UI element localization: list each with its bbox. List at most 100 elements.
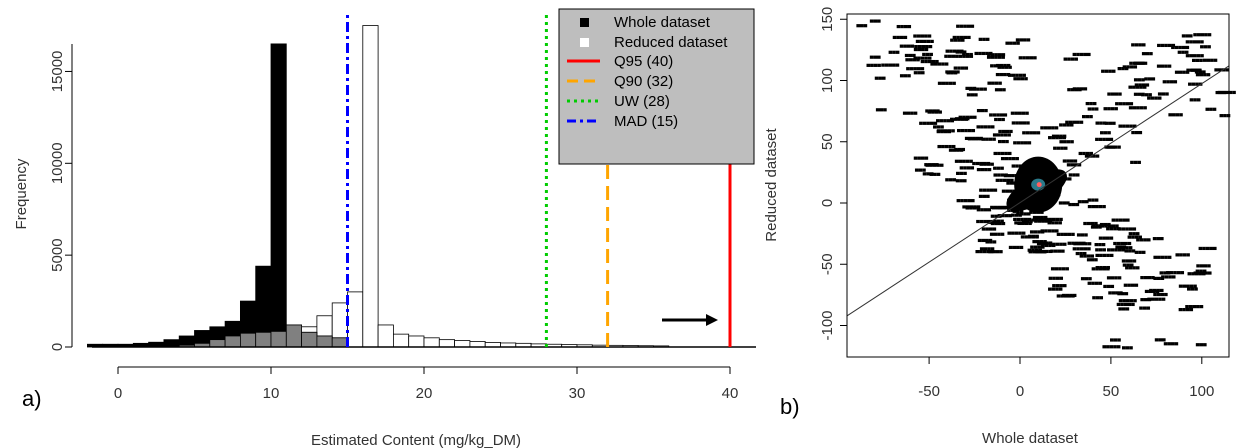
density-cell [1122,124,1126,128]
density-cell [937,144,942,149]
density-cell [896,35,900,40]
density-cell [1104,224,1108,228]
density-cell [1047,126,1052,130]
density-cell [946,71,951,75]
density-cell [966,24,971,28]
density-cell [1142,306,1147,310]
density-cell [1143,298,1148,302]
density-cell [1188,82,1192,86]
density-cell [1042,250,1046,254]
density-cell [994,53,998,57]
density-cell [856,24,860,28]
density-cell [1014,111,1018,115]
density-cell [1050,267,1055,271]
density-cell [1160,292,1165,297]
density-cell [1134,250,1139,254]
density-cell [1104,69,1109,73]
density-cell [956,199,961,203]
density-cell [991,206,996,210]
density-cell [1150,297,1155,301]
density-cell [1074,163,1078,167]
density-cell [1196,40,1201,44]
density-cell [1134,43,1139,47]
density-cell [993,188,998,192]
density-cell [1115,245,1119,249]
y-tick-label: 50 [819,133,836,150]
density-cell [1011,231,1015,235]
density-cell [1203,45,1208,49]
density-cell [993,219,997,223]
density-cell [1141,52,1146,56]
density-cell [969,52,973,57]
density-cell [980,108,985,113]
density-cell [1061,267,1066,271]
density-cell [991,81,995,85]
legend-q90-label: Q90 (32) [614,73,673,90]
density-cell [1127,283,1131,287]
density-cell [1018,231,1022,235]
density-cell [990,64,994,68]
density-cell [1059,140,1064,144]
density-cell [1083,221,1087,226]
density-cell [992,240,997,244]
density-cell [899,74,904,78]
overlap-bar [255,331,272,348]
density-cell [1076,120,1080,124]
whole-bar [163,339,180,348]
density-cell [1188,305,1193,309]
density-cell [1071,232,1075,236]
whole-dataset-bars [87,43,348,348]
density-cell [951,54,956,58]
density-cell [1181,50,1185,54]
density-cell [920,67,925,71]
density-cell [1040,210,1044,214]
density-cell [1059,217,1063,222]
density-cell [1091,107,1095,111]
density-cell [1085,151,1090,156]
density-cell [1105,137,1110,141]
density-cell [1066,123,1070,127]
density-cell [1156,64,1161,68]
density-cell [1195,73,1200,77]
density-cell [919,39,924,44]
reduced-bar [469,341,486,348]
density-cell [1013,217,1017,222]
density-cell [1002,88,1006,92]
density-cell [937,62,942,66]
density-cell [957,117,961,121]
density-cell [963,24,967,28]
density-cell [1038,250,1043,254]
density-cell [927,163,932,167]
density-cell [1153,292,1157,297]
density-cell [1114,276,1118,280]
density-cell [1111,224,1116,228]
density-cell [1109,253,1114,258]
density-cell [912,53,916,58]
overlap-bar [209,339,226,348]
density-cell [1191,82,1196,86]
density-cell [1161,297,1166,301]
density-cell [1206,73,1211,77]
density-cell [1198,70,1203,74]
density-cell [1087,204,1092,209]
density-cell [1089,115,1093,119]
density-cell [980,208,984,212]
density-cell [1118,102,1123,106]
density-cell [956,70,960,74]
x-axis: 0 10 20 30 40 [114,366,738,402]
density-cell [979,247,984,251]
density-cell [938,110,942,114]
density-cell [1199,264,1204,268]
density-cell [1063,146,1068,150]
density-cell [953,66,958,70]
density-cell [1141,83,1146,87]
density-cell [1057,249,1062,253]
density-cell [1161,92,1166,96]
density-cell [1141,43,1146,47]
density-cell [1128,246,1133,250]
density-cell [1094,281,1099,285]
density-cell [1034,219,1038,223]
density-cell [955,179,960,183]
density-cell [1145,83,1150,87]
density-cell [1167,255,1172,259]
